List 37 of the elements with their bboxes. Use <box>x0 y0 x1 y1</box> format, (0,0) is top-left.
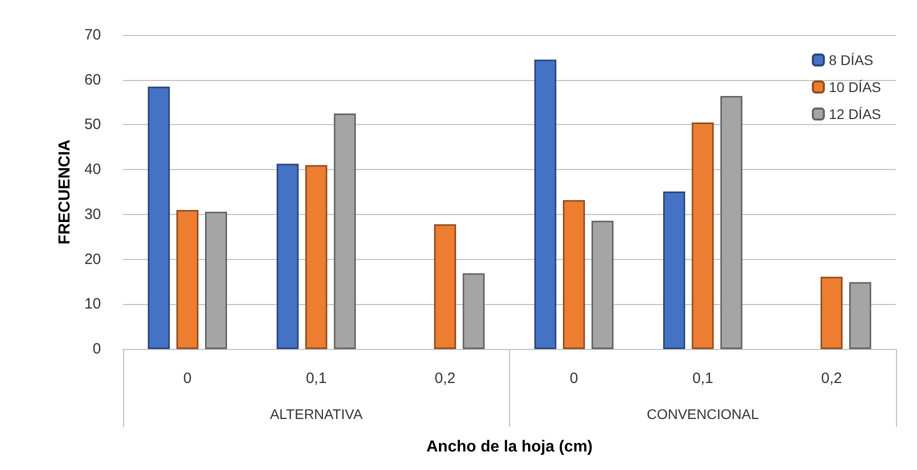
y-tick-label: 10 <box>84 296 101 313</box>
bar <box>692 122 714 349</box>
bar <box>663 192 686 349</box>
text: ALTERNATIVA <box>270 406 364 422</box>
legend-label: 8 DÍAS <box>828 52 874 68</box>
x-tick-label: 0,1 <box>692 370 714 387</box>
x-tick-label: 0,2 <box>434 370 456 387</box>
y-tick-label: 70 <box>84 26 101 44</box>
bar <box>305 165 328 349</box>
x-tick-label: 0 <box>183 370 192 387</box>
y-tick-label: 0 <box>92 340 101 358</box>
bar <box>334 114 356 349</box>
x-tick-label: 0 <box>570 370 578 387</box>
y-tick-label: 20 <box>84 250 101 268</box>
y-tick-label: 50 <box>84 116 101 134</box>
bar <box>176 210 198 349</box>
bar <box>820 276 843 349</box>
bar <box>720 96 742 349</box>
text: CONVENCIONAL <box>646 406 759 422</box>
x-tick-label: 0,2 <box>821 370 842 387</box>
x-tick-label: 0,1 <box>306 370 327 387</box>
bar <box>562 200 585 349</box>
y-axis-title: FRECUENCIA <box>56 139 74 244</box>
bar <box>434 224 456 349</box>
y-tick-label: 30 <box>84 206 101 223</box>
bar <box>276 164 299 349</box>
bar <box>462 273 485 349</box>
bar <box>148 86 170 349</box>
legend-label: 12 DÍAS <box>828 106 882 122</box>
y-tick-label: 60 <box>84 71 101 88</box>
bar <box>849 282 872 349</box>
bar <box>534 60 556 349</box>
y-tick-label: 40 <box>84 161 101 178</box>
x-axis-title: Ancho de la hoja (cm) <box>426 438 593 456</box>
legend-label: 10 DÍAS <box>828 79 882 95</box>
bar <box>205 212 228 349</box>
bar <box>592 220 614 349</box>
